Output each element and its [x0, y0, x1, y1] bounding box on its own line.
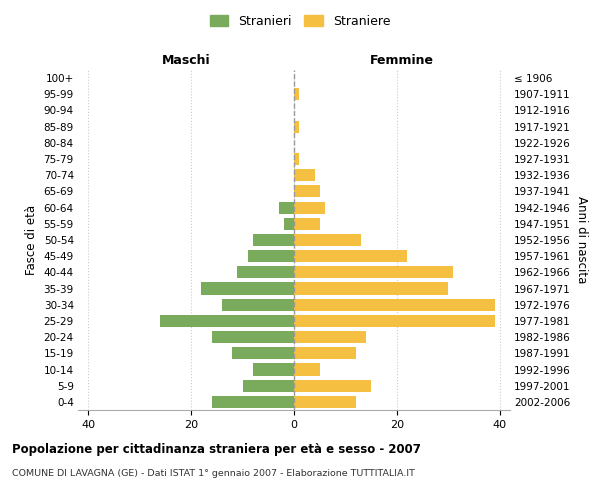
- Bar: [294, 380, 371, 392]
- Bar: [253, 234, 294, 246]
- Bar: [294, 298, 494, 311]
- Bar: [212, 396, 294, 408]
- Bar: [294, 234, 361, 246]
- Text: Popolazione per cittadinanza straniera per età e sesso - 2007: Popolazione per cittadinanza straniera p…: [12, 442, 421, 456]
- Bar: [294, 169, 314, 181]
- Bar: [160, 315, 294, 327]
- Bar: [294, 120, 299, 132]
- Bar: [212, 331, 294, 343]
- Bar: [294, 315, 494, 327]
- Text: Femmine: Femmine: [370, 54, 434, 67]
- Bar: [238, 266, 294, 278]
- Bar: [294, 153, 299, 165]
- Bar: [294, 88, 299, 101]
- Bar: [294, 331, 366, 343]
- Bar: [278, 202, 294, 213]
- Text: Maschi: Maschi: [161, 54, 211, 67]
- Bar: [294, 218, 320, 230]
- Text: COMUNE DI LAVAGNA (GE) - Dati ISTAT 1° gennaio 2007 - Elaborazione TUTTITALIA.IT: COMUNE DI LAVAGNA (GE) - Dati ISTAT 1° g…: [12, 468, 415, 477]
- Bar: [294, 364, 320, 376]
- Bar: [294, 396, 356, 408]
- Legend: Stranieri, Straniere: Stranieri, Straniere: [206, 11, 394, 32]
- Bar: [248, 250, 294, 262]
- Y-axis label: Fasce di età: Fasce di età: [25, 205, 38, 275]
- Bar: [202, 282, 294, 294]
- Bar: [253, 364, 294, 376]
- Bar: [222, 298, 294, 311]
- Bar: [294, 348, 356, 360]
- Bar: [294, 266, 454, 278]
- Bar: [294, 250, 407, 262]
- Y-axis label: Anni di nascita: Anni di nascita: [575, 196, 587, 284]
- Bar: [294, 282, 448, 294]
- Bar: [242, 380, 294, 392]
- Bar: [294, 186, 320, 198]
- Bar: [232, 348, 294, 360]
- Bar: [284, 218, 294, 230]
- Bar: [294, 202, 325, 213]
